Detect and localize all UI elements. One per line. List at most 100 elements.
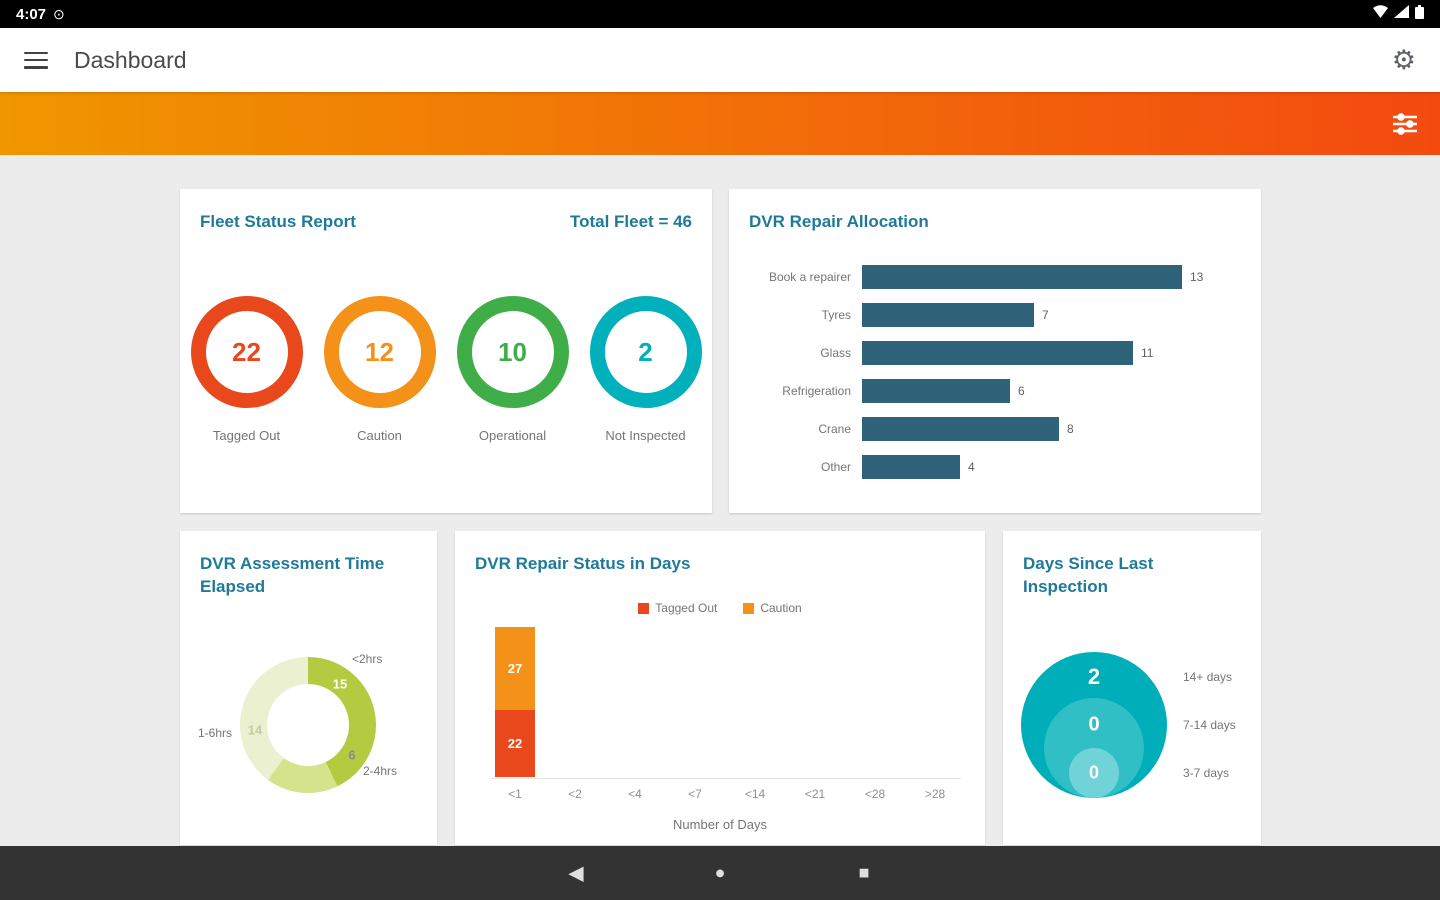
legend-label: Caution (760, 601, 802, 615)
status-bar: 4:07 ⊙ (0, 0, 1440, 28)
x-tick: <21 (804, 787, 826, 801)
status-circle-icon: ⊙ (53, 6, 65, 22)
legend-item: Tagged Out (638, 601, 717, 615)
segment-value: 6 (348, 747, 356, 763)
signal-icon (1394, 5, 1409, 23)
segment-label: 2-4hrs (363, 764, 398, 778)
x-tick: >28 (924, 787, 946, 801)
wifi-icon (1373, 5, 1388, 23)
repair-allocation-card: DVR Repair Allocation Book a repairer 13… (729, 189, 1261, 513)
segment-value: 15 (332, 676, 348, 692)
total-fleet-label: Total Fleet = 46 (569, 212, 692, 231)
bar-label: Book a repairer (768, 270, 851, 284)
fleet-ring: 10 (456, 296, 569, 408)
segment-label: 1-6hrs (198, 726, 233, 740)
fleet-ring: 22 (190, 296, 303, 408)
card-title: DVR Assessment Time Elapsed (200, 554, 385, 596)
fleet-ring-item: 10 Operational (446, 296, 579, 443)
stack-value: 27 (507, 661, 523, 676)
circle-label: 14+ days (1183, 670, 1233, 684)
bar-value: 13 (1190, 270, 1204, 284)
stack-caution: 27 (495, 627, 535, 710)
bar-label: Refrigeration (782, 384, 851, 398)
circle-label: 7-14 days (1183, 718, 1236, 732)
back-icon[interactable]: ◀ (568, 862, 584, 885)
legend-swatch (743, 602, 755, 614)
x-tick: <1 (508, 787, 522, 801)
x-tick: <28 (864, 787, 886, 801)
page-title: Dashboard (74, 46, 187, 73)
bar-value: 4 (968, 460, 975, 474)
legend-swatch (638, 602, 650, 614)
battery-icon (1415, 4, 1424, 24)
settings-gear-icon[interactable]: ⚙ (1391, 44, 1416, 75)
x-ticks: <1 <2 <4 <7 <14 <21 <28 >28 (455, 787, 985, 803)
x-tick: <2 (568, 787, 582, 801)
fleet-ring-label: Not Inspected (605, 428, 686, 443)
assessment-time-card: DVR Assessment Time Elapsed 15 6 14 <2hr… (180, 531, 437, 845)
circle-label: 3-7 days (1183, 766, 1230, 780)
bar-chart: Book a repairer 13 Tyres 7 Glass 11 Refr… (729, 258, 1261, 486)
days-since-inspection-card: Days Since Last Inspection 2 0 0 14+ day… (1003, 531, 1261, 845)
fleet-ring: 12 (323, 296, 436, 408)
home-icon[interactable]: ● (714, 862, 726, 883)
alloc-bar (862, 303, 1034, 327)
bar-label: Tyres (821, 308, 851, 322)
legend-item: Caution (743, 601, 802, 615)
fleet-ring-label: Operational (478, 428, 547, 443)
filter-sliders-icon[interactable] (1392, 112, 1418, 135)
navigation-bar: ◀ ● ■ (0, 846, 1440, 900)
filter-banner (0, 92, 1440, 155)
bar-row: Tyres 7 (729, 296, 1261, 334)
fleet-ring-item: 22 Tagged Out (180, 296, 313, 443)
stacked-bar: 27 22 (495, 627, 535, 777)
circle-value: 0 (1088, 713, 1100, 736)
bar-row: Crane 8 (729, 410, 1261, 448)
x-tick: <14 (744, 787, 766, 801)
bar-row: Refrigeration 6 (729, 372, 1261, 410)
hamburger-menu-icon[interactable] (24, 51, 48, 69)
fleet-ring-value: 22 (232, 336, 261, 367)
status-icons (1373, 4, 1424, 24)
app-bar: Dashboard ⚙ (0, 28, 1440, 92)
card-title: DVR Repair Status in Days (475, 554, 691, 573)
fleet-ring-item: 12 Caution (313, 296, 446, 443)
bar-row: Other 4 (729, 448, 1261, 486)
fleet-ring-value: 2 (638, 336, 653, 367)
x-tick: <7 (688, 787, 702, 801)
alloc-bar (862, 265, 1182, 289)
bar-value: 8 (1067, 422, 1074, 436)
legend-label: Tagged Out (655, 601, 718, 615)
fleet-rings: 22 Tagged Out 12 Caution 10 Operational … (180, 296, 712, 443)
donut-hole (267, 684, 349, 766)
fleet-status-card: Fleet Status Report Total Fleet = 46 22 … (180, 189, 712, 513)
alloc-bar (862, 455, 960, 479)
bar-row: Book a repairer 13 (729, 258, 1261, 296)
segment-label: <2hrs (352, 652, 383, 666)
card-title: DVR Repair Allocation (749, 212, 929, 231)
bar-value: 11 (1141, 346, 1154, 360)
x-axis (491, 778, 961, 779)
circle-value: 2 (1087, 664, 1101, 689)
bar-value: 6 (1018, 384, 1025, 398)
fleet-ring-label: Caution (357, 428, 402, 443)
card-title: Fleet Status Report (200, 212, 356, 231)
bar-row: Glass 11 (729, 334, 1261, 372)
recents-icon[interactable]: ■ (858, 862, 870, 883)
stack-value: 22 (507, 736, 523, 751)
nested-circle-2 (1069, 748, 1119, 798)
fleet-ring-value: 10 (498, 336, 527, 367)
fleet-ring-item: 2 Not Inspected (579, 296, 712, 443)
segment-value: 14 (247, 722, 263, 738)
bar-value: 7 (1042, 308, 1049, 322)
alloc-bar (862, 341, 1133, 365)
repair-status-card: DVR Repair Status in Days Tagged Out Cau… (455, 531, 985, 845)
fleet-ring-value: 12 (365, 336, 394, 367)
bar-label: Glass (820, 346, 851, 360)
clock: 4:07 (16, 5, 47, 23)
stack-tagged-out: 22 (495, 710, 535, 777)
assessment-donut: 15 6 14 (240, 657, 376, 793)
card-title: Days Since Last Inspection (1023, 554, 1154, 596)
fleet-ring-label: Tagged Out (212, 428, 281, 443)
